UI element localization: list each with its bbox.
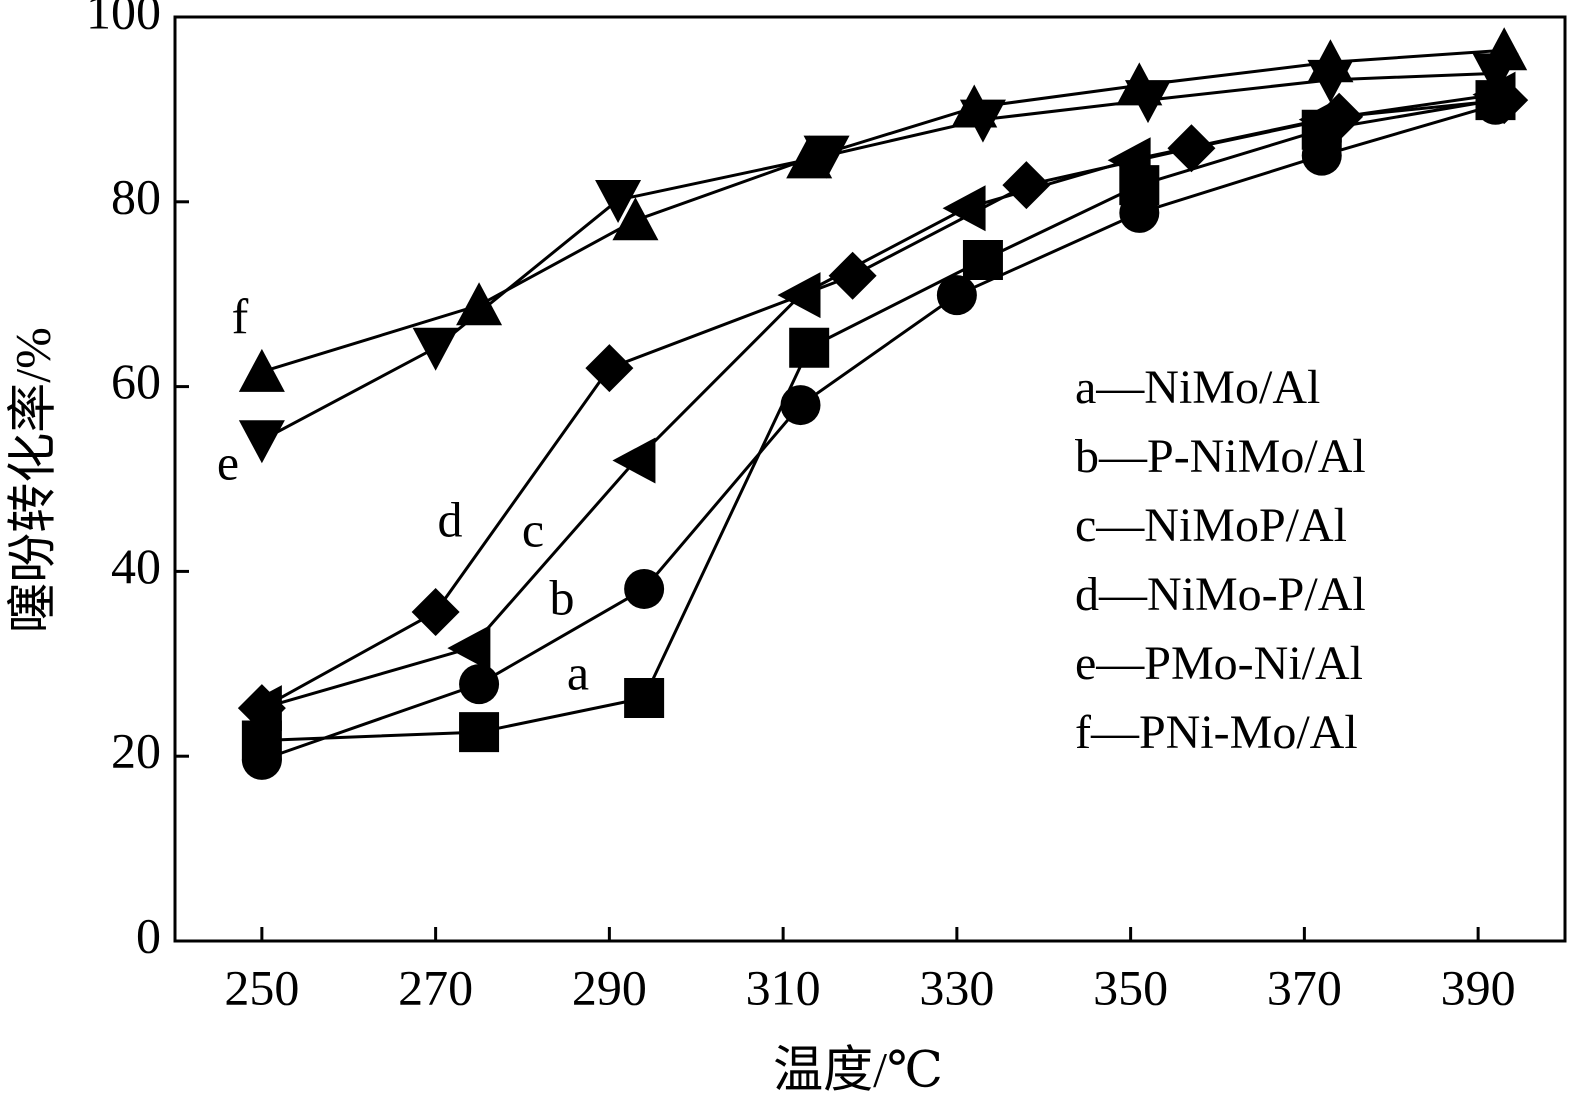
- marker: [1107, 137, 1151, 184]
- marker: [447, 625, 491, 672]
- y-tick-label: 60: [111, 353, 161, 409]
- marker: [459, 664, 500, 705]
- marker: [1301, 135, 1342, 176]
- marker: [456, 282, 503, 326]
- marker: [780, 385, 821, 426]
- y-tick-label: 0: [136, 907, 161, 963]
- annotation: e: [217, 434, 239, 490]
- marker: [1119, 192, 1160, 233]
- legend-entry: b—P-NiMo/Al: [1075, 430, 1366, 483]
- marker: [237, 684, 286, 733]
- marker: [962, 240, 1003, 281]
- x-tick-label: 310: [746, 959, 821, 1015]
- x-tick-label: 270: [398, 959, 473, 1015]
- marker: [828, 251, 877, 300]
- legend-entry: a—NiMo/Al: [1075, 361, 1320, 414]
- marker: [951, 84, 998, 128]
- marker: [241, 739, 282, 780]
- y-tick-label: 100: [86, 0, 161, 39]
- marker: [411, 588, 460, 637]
- annotation: f: [232, 288, 249, 344]
- legend-entry: d—NiMo-P/Al: [1075, 568, 1366, 621]
- marker: [595, 179, 642, 223]
- x-axis-label: 温度/℃: [773, 1041, 943, 1097]
- x-tick-label: 290: [572, 959, 647, 1015]
- marker: [238, 348, 285, 392]
- y-tick-label: 40: [111, 538, 161, 594]
- marker: [1481, 27, 1528, 71]
- annotation: b: [550, 569, 575, 625]
- x-tick-label: 390: [1441, 959, 1516, 1015]
- marker: [1167, 124, 1216, 173]
- x-tick-label: 250: [224, 959, 299, 1015]
- y-axis-label: 噻吩转化率/%: [4, 327, 60, 633]
- x-tick-label: 350: [1093, 959, 1168, 1015]
- legend-entry: e—PMo-Ni/Al: [1075, 637, 1363, 690]
- series-line: [261, 103, 1496, 762]
- marker: [942, 185, 986, 232]
- marker: [803, 135, 850, 179]
- annotation: a: [567, 644, 589, 700]
- marker: [412, 327, 459, 371]
- marker: [624, 568, 665, 609]
- marker: [789, 327, 830, 368]
- series-line: [261, 48, 1505, 374]
- x-tick-label: 370: [1267, 959, 1342, 1015]
- marker: [1307, 39, 1354, 83]
- marker: [1116, 62, 1163, 106]
- marker: [624, 677, 665, 718]
- x-tick-label: 330: [919, 959, 994, 1015]
- marker: [786, 135, 833, 179]
- marker: [585, 344, 634, 393]
- legend-entry: f—PNi-Mo/Al: [1075, 706, 1358, 759]
- plot-frame: [173, 15, 1567, 943]
- y-tick-label: 20: [111, 723, 161, 779]
- annotation: c: [522, 501, 544, 557]
- marker: [936, 275, 977, 316]
- series-line: [261, 98, 1505, 710]
- marker: [612, 197, 659, 241]
- legend-entry: c—NiMoP/Al: [1075, 499, 1347, 552]
- y-tick-label: 80: [111, 168, 161, 224]
- marker: [238, 420, 285, 464]
- marker: [1315, 92, 1364, 141]
- marker: [459, 712, 500, 753]
- annotation: d: [438, 491, 463, 547]
- marker: [1002, 161, 1051, 210]
- marker: [612, 437, 656, 484]
- series-line: [261, 98, 1496, 742]
